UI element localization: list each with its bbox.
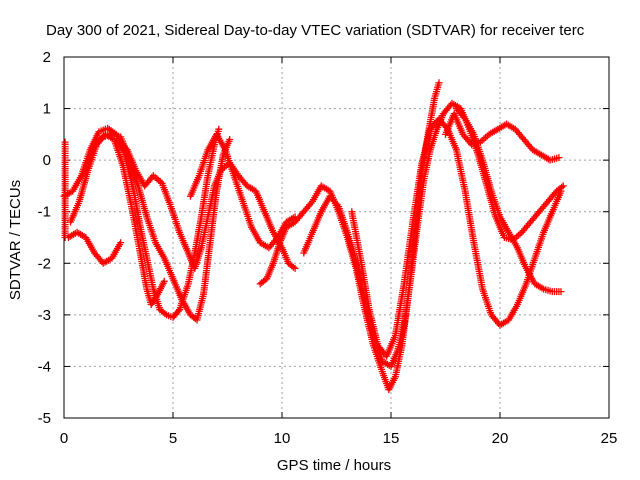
y-tick-label: -5 (38, 410, 51, 427)
x-tick-label: 5 (169, 430, 177, 447)
plus-markers (452, 105, 565, 296)
series-track-12 (61, 138, 69, 241)
y-tick-label: -2 (38, 255, 51, 272)
series-track-1 (60, 124, 223, 321)
x-tick-label: 0 (60, 430, 68, 447)
plus-markers (82, 130, 234, 324)
plus-markers (64, 228, 125, 267)
x-tick-label: 25 (601, 430, 618, 447)
series-track-5 (115, 136, 299, 272)
data-points (60, 79, 567, 394)
grid-lines (64, 57, 609, 418)
y-axis-label: SDTVAR / TECUs (7, 180, 24, 300)
series-track-3 (64, 228, 125, 267)
plus-markers (61, 138, 69, 241)
axis-ticks (63, 56, 610, 419)
y-tick-label: 0 (43, 152, 51, 169)
series-track-4 (82, 130, 234, 324)
series-track-6 (186, 130, 299, 252)
series-track-11 (452, 105, 565, 296)
y-tick-label: -3 (38, 307, 51, 324)
chart-title: Day 300 of 2021, Sidereal Day-to-day VTE… (46, 22, 585, 39)
plus-markers (442, 110, 563, 164)
x-tick-label: 15 (383, 430, 400, 447)
x-tick-label: 20 (492, 430, 509, 447)
y-tick-label: -1 (38, 204, 51, 221)
series-track-10 (442, 110, 563, 164)
plot-frame (63, 56, 610, 419)
y-tick-label: 2 (43, 49, 51, 66)
plus-markers (186, 130, 299, 252)
x-axis-label: GPS time / hours (277, 457, 391, 474)
y-tick-label: 1 (43, 101, 51, 118)
plus-markers (60, 124, 223, 321)
y-tick-label: -4 (38, 358, 51, 375)
plus-markers (115, 136, 299, 272)
x-tick-label: 10 (274, 430, 291, 447)
